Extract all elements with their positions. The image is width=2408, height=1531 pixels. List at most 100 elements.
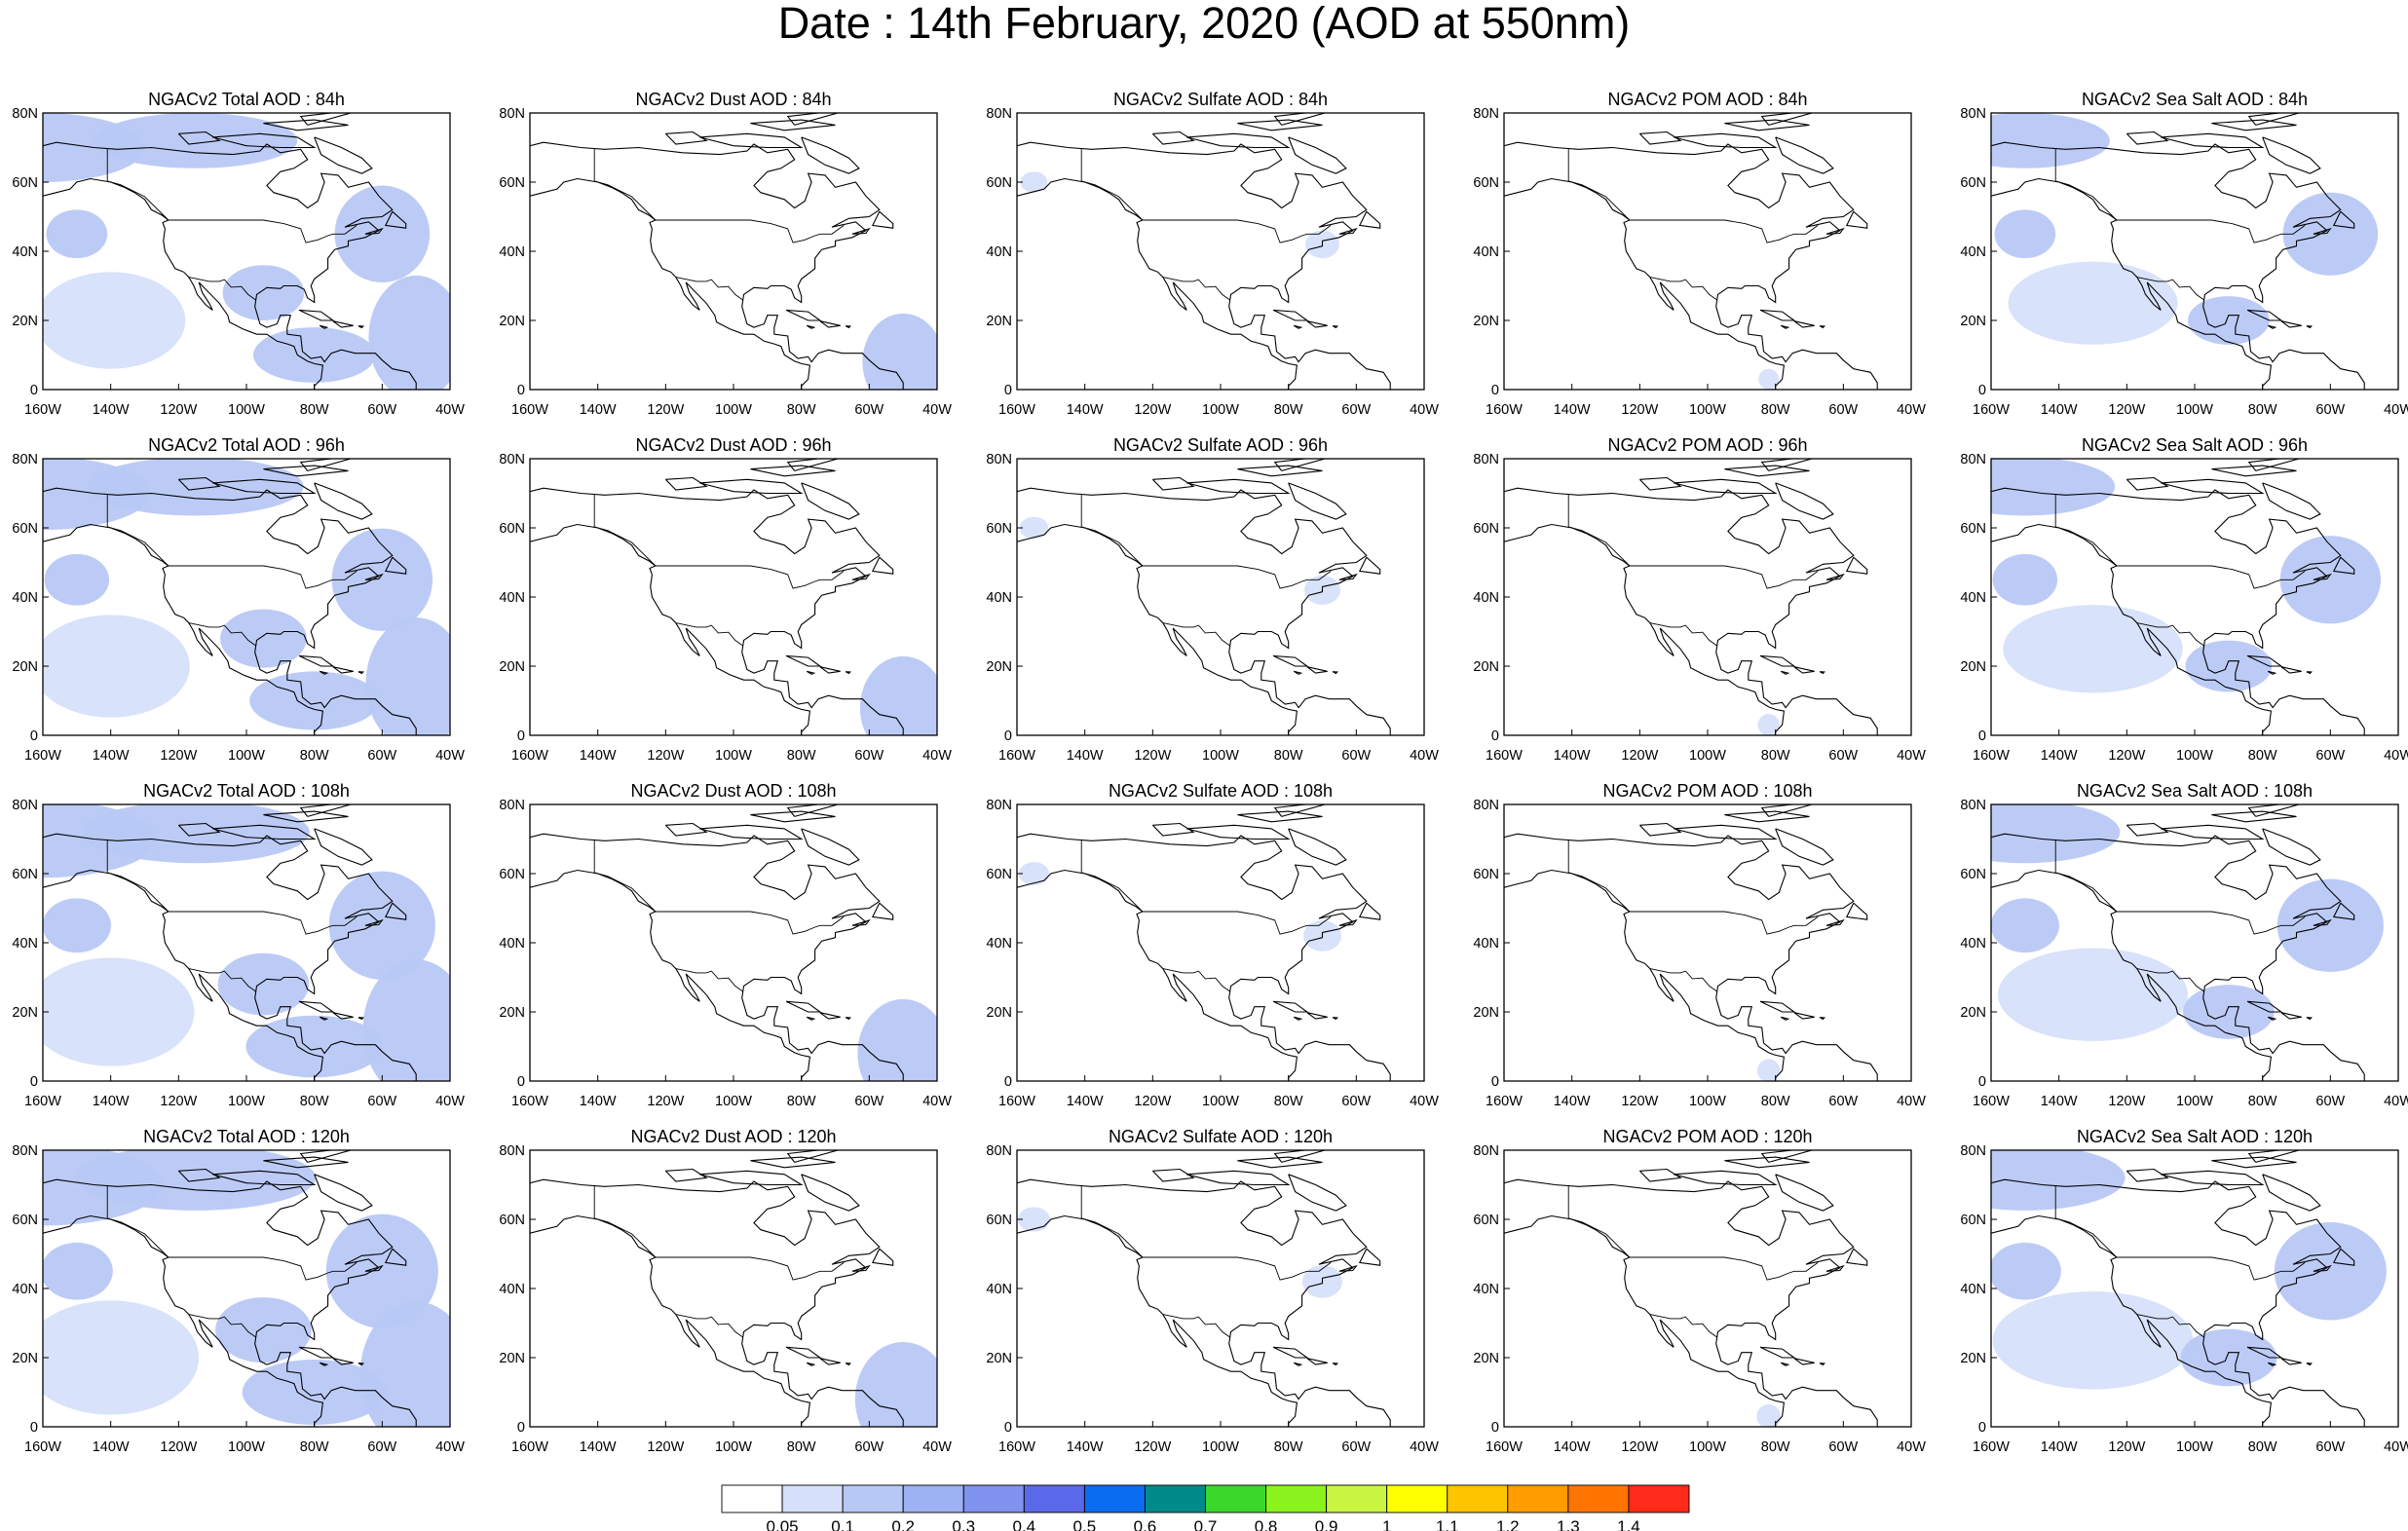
lon-tick-label: 100W: [228, 1439, 265, 1455]
lon-tick-label: 40W: [2384, 748, 2408, 764]
aod-blob: [88, 459, 304, 516]
lon-tick-label: 80W: [1274, 1439, 1303, 1455]
lat-tick-label: 0: [30, 1420, 38, 1436]
aod-field-sulfate: [1017, 1207, 1343, 1298]
lon-tick-label: 120W: [160, 748, 197, 764]
aod-blob: [2188, 296, 2270, 345]
panel-title: NGACv2 Sea Salt AOD : 96h: [2082, 435, 2308, 455]
lon-tick-label: 100W: [228, 748, 265, 764]
lon-tick-label: 40W: [1410, 748, 1439, 764]
lon-tick-label: 120W: [1134, 1439, 1171, 1455]
panel-title: NGACv2 Sulfate AOD : 120h: [1109, 1127, 1333, 1146]
panel-title: NGACv2 Dust AOD : 84h: [635, 90, 831, 109]
lon-tick-label: 160W: [24, 1439, 61, 1455]
coastline: [1991, 459, 2365, 735]
lat-tick-label: 20N: [499, 1351, 525, 1366]
lon-tick-label: 120W: [1621, 1439, 1658, 1455]
lon-tick-label: 40W: [922, 402, 952, 418]
lon-tick-label: 100W: [2176, 402, 2213, 418]
lon-tick-label: 140W: [93, 748, 130, 764]
aod-blob: [220, 609, 307, 668]
lon-tick-label: 60W: [854, 402, 884, 418]
lon-tick-label: 140W: [1067, 1439, 1104, 1455]
lon-tick-label: 120W: [160, 1094, 197, 1109]
lon-tick-label: 40W: [922, 1439, 952, 1455]
lat-tick-label: 20N: [986, 1005, 1012, 1021]
lon-tick-label: 120W: [647, 402, 684, 418]
lon-tick-label: 120W: [2108, 1094, 2145, 1109]
lon-tick-label: 160W: [511, 402, 548, 418]
lon-tick-label: 40W: [2384, 1439, 2408, 1455]
aod-blob: [1991, 1242, 2061, 1300]
lon-tick-label: 60W: [367, 1439, 396, 1455]
aod-field-seasalt: [1991, 804, 2384, 1041]
lat-tick-label: 20N: [1960, 1351, 1986, 1366]
lon-tick-label: 140W: [93, 402, 130, 418]
lon-tick-label: 80W: [2248, 402, 2277, 418]
panel-title: NGACv2 Sulfate AOD : 96h: [1113, 435, 1328, 455]
lon-tick-label: 100W: [2176, 1094, 2213, 1109]
aod-blob: [1756, 1403, 1782, 1427]
lon-tick-label: 160W: [24, 402, 61, 418]
map-panel-pom-2: NGACv2 POM AOD : 108h 80N 60N 40N 20N 0 160W 14…: [1473, 781, 1926, 1109]
lon-tick-label: 140W: [2041, 748, 2078, 764]
aod-blob: [43, 957, 195, 1066]
lat-tick-label: 20N: [986, 314, 1012, 329]
lon-tick-label: 60W: [367, 748, 396, 764]
lon-tick-label: 120W: [647, 748, 684, 764]
lat-tick-label: 40N: [1473, 936, 1499, 952]
map-panel-total-0: NGACv2 Total AOD : 84h 80N 60N 40N 20N 0 160W 1…: [12, 90, 465, 418]
lat-tick-label: 60N: [986, 521, 1012, 537]
lon-tick-label: 60W: [1341, 1439, 1371, 1455]
coastline: [43, 1150, 417, 1427]
lon-tick-label: 40W: [1897, 748, 1926, 764]
lat-tick-label: 80N: [1473, 106, 1499, 122]
lon-tick-label: 40W: [922, 748, 952, 764]
lon-tick-label: 80W: [2248, 1439, 2277, 1455]
aod-blob: [242, 1359, 387, 1426]
lon-tick-label: 60W: [1828, 1439, 1858, 1455]
aod-field-total: [43, 804, 450, 1081]
aod-blob: [217, 952, 310, 1016]
lon-tick-label: 140W: [93, 1439, 130, 1455]
aod-blob: [43, 615, 190, 718]
lon-tick-label: 40W: [435, 1439, 465, 1455]
lat-tick-label: 60N: [499, 521, 525, 537]
lat-tick-label: 40N: [1960, 1282, 1986, 1297]
lon-tick-label: 80W: [787, 748, 816, 764]
lon-tick-label: 160W: [511, 1439, 548, 1455]
aod-blob: [43, 898, 111, 953]
lat-tick-label: 0: [30, 1074, 38, 1090]
lat-tick-label: 20N: [1473, 1005, 1499, 1021]
lon-tick-label: 160W: [998, 748, 1035, 764]
panel-title: NGACv2 Sea Salt AOD : 108h: [2077, 781, 2313, 801]
lon-tick-label: 140W: [580, 402, 617, 418]
lat-tick-label: 60N: [1473, 175, 1499, 191]
lon-tick-label: 80W: [1761, 402, 1790, 418]
lon-tick-label: 140W: [1067, 1094, 1104, 1109]
lon-tick-label: 60W: [1828, 748, 1858, 764]
lat-tick-label: 20N: [1473, 1351, 1499, 1366]
aod-blob: [1997, 948, 2189, 1041]
aod-field-dust: [859, 655, 937, 735]
lon-tick-label: 40W: [922, 1094, 952, 1109]
lat-tick-label: 0: [1491, 383, 1499, 398]
lat-tick-label: 20N: [12, 1005, 38, 1021]
aod-blob: [43, 1300, 200, 1415]
aod-blob: [252, 327, 376, 383]
lat-tick-label: 40N: [986, 590, 1012, 606]
aod-blob: [365, 617, 450, 735]
lon-tick-label: 80W: [787, 402, 816, 418]
lon-tick-label: 140W: [580, 748, 617, 764]
aod-blob: [2282, 192, 2379, 276]
lat-tick-label: 0: [1978, 728, 1986, 744]
map-panel-sulfate-1: NGACv2 Sulfate AOD : 96h 80N 60N 40N 20N 0 160…: [986, 435, 1439, 764]
lat-tick-label: 40N: [1473, 590, 1499, 606]
aod-blob: [1756, 1059, 1781, 1081]
lon-tick-label: 60W: [2315, 402, 2345, 418]
map-panel-dust-0: NGACv2 Dust AOD : 84h 80N 60N 40N 20N 0 160W 14…: [499, 90, 952, 418]
lon-tick-label: 80W: [1761, 1439, 1790, 1455]
aod-blob: [2279, 536, 2382, 624]
lon-tick-label: 120W: [1621, 402, 1658, 418]
lon-tick-label: 80W: [1274, 748, 1303, 764]
